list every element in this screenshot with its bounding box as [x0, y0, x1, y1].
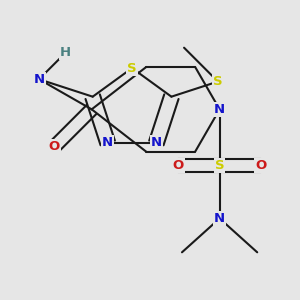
- Text: S: S: [215, 159, 224, 172]
- Text: N: N: [102, 136, 113, 149]
- Text: O: O: [48, 140, 60, 154]
- Text: N: N: [214, 212, 225, 225]
- Text: N: N: [33, 73, 45, 86]
- Text: H: H: [60, 46, 71, 59]
- Text: O: O: [255, 159, 267, 172]
- Text: N: N: [214, 103, 225, 116]
- Text: S: S: [213, 75, 223, 88]
- Text: S: S: [127, 61, 137, 75]
- Text: N: N: [151, 136, 162, 149]
- Text: O: O: [172, 159, 184, 172]
